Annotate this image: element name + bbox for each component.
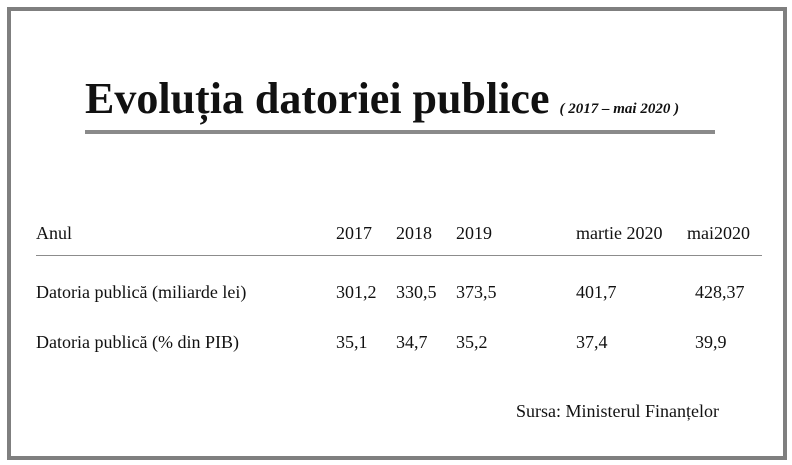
document-frame: Evoluția datoriei publice ( 2017 – mai 20… [7,7,787,460]
table-header-2017: 2017 [336,223,372,243]
table-cell: 330,5 [396,282,437,302]
title-block: Evoluția datoriei publice ( 2017 – mai 20… [85,73,725,125]
table-row-label: Datoria publică (% din PIB) [36,332,239,352]
table-row-label: Datoria publică (miliarde lei) [36,282,247,302]
table-header-may-2020: mai2020 [687,223,750,243]
table-cell: 301,2 [336,282,377,302]
table-cell: 35,1 [336,332,368,352]
table-header-2019: 2019 [456,223,492,243]
title-underline [85,130,715,134]
table-header-year-label: Anul [36,223,72,243]
table-cell: 34,7 [396,332,428,352]
table-header-divider [36,255,762,256]
page-subtitle: ( 2017 – mai 2020 ) [559,101,680,117]
table-header-march-2020: martie 2020 [576,223,663,243]
table-cell: 401,7 [576,282,617,302]
table-cell: 37,4 [576,332,608,352]
source-note: Sursa: Ministerul Finanțelor [516,401,719,421]
table-cell: 35,2 [456,332,488,352]
table-header-2018: 2018 [396,223,432,243]
table-cell: 39,9 [695,332,727,352]
table-cell: 373,5 [456,282,497,302]
table-cell: 428,37 [695,282,745,302]
page-title: Evoluția datoriei publice [85,74,550,123]
